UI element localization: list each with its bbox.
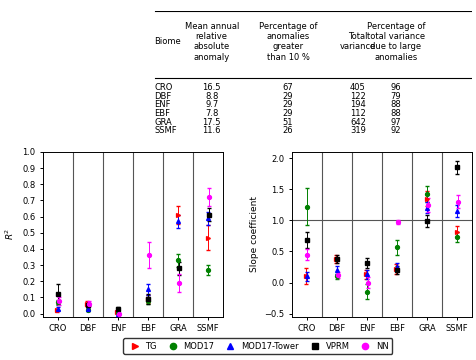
Text: Total
variance: Total variance <box>339 32 375 51</box>
Text: Biome: Biome <box>154 37 181 46</box>
Text: 92: 92 <box>390 126 400 135</box>
Text: 29: 29 <box>282 100 293 109</box>
Legend: TG, MOD17, MOD17-Tower, VPRM, NN: TG, MOD17, MOD17-Tower, VPRM, NN <box>123 338 391 354</box>
Text: 122: 122 <box>349 92 365 101</box>
Text: Percentage of
total variance
due to large
anomalies: Percentage of total variance due to larg… <box>366 22 424 62</box>
Text: 29: 29 <box>282 92 293 101</box>
Text: CRO: CRO <box>154 83 173 92</box>
Text: 88: 88 <box>390 100 400 109</box>
Text: 7.8: 7.8 <box>205 109 218 118</box>
Y-axis label: Slope coefficient: Slope coefficient <box>249 196 258 272</box>
Text: 9.7: 9.7 <box>205 100 218 109</box>
Text: GRA: GRA <box>154 118 172 127</box>
Text: 112: 112 <box>349 109 365 118</box>
Text: 26: 26 <box>282 126 293 135</box>
Text: Percentage of
anomalies
greater
than 10 %: Percentage of anomalies greater than 10 … <box>258 22 317 62</box>
Text: DBF: DBF <box>154 92 171 101</box>
Text: 16.5: 16.5 <box>202 83 220 92</box>
Text: 17.5: 17.5 <box>202 118 220 127</box>
Text: 11.6: 11.6 <box>202 126 220 135</box>
Text: SSMF: SSMF <box>154 126 177 135</box>
Text: 319: 319 <box>349 126 365 135</box>
Text: ENF: ENF <box>154 100 171 109</box>
Text: 194: 194 <box>349 100 365 109</box>
Text: 97: 97 <box>390 118 400 127</box>
Text: 79: 79 <box>390 92 400 101</box>
Text: Mean annual
relative
absolute
anomaly: Mean annual relative absolute anomaly <box>184 22 238 62</box>
Text: 29: 29 <box>282 109 293 118</box>
Text: 8.8: 8.8 <box>205 92 218 101</box>
Text: 51: 51 <box>282 118 293 127</box>
Text: 96: 96 <box>390 83 400 92</box>
Text: 88: 88 <box>390 109 400 118</box>
Y-axis label: $R^2$: $R^2$ <box>4 228 17 240</box>
Text: 405: 405 <box>349 83 365 92</box>
Text: EBF: EBF <box>154 109 170 118</box>
Text: 642: 642 <box>349 118 365 127</box>
Text: 67: 67 <box>282 83 293 92</box>
